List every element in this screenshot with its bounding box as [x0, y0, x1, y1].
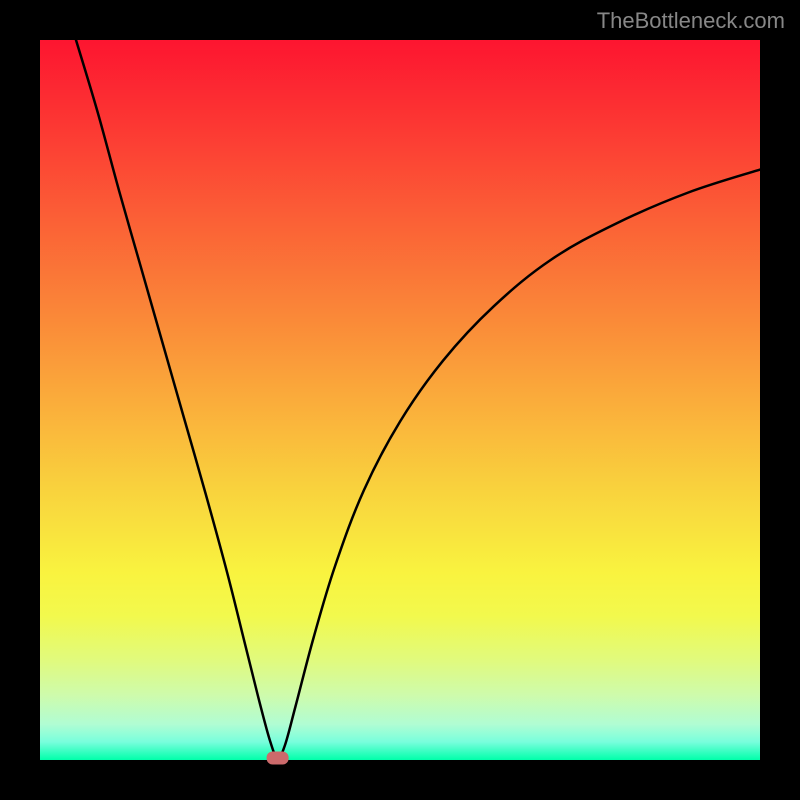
watermark-text: TheBottleneck.com: [597, 8, 785, 34]
chart-frame: TheBottleneck.com: [0, 0, 800, 800]
chart-svg: [0, 0, 800, 800]
plot-gradient-background: [40, 40, 760, 760]
minimum-marker: [267, 752, 289, 765]
